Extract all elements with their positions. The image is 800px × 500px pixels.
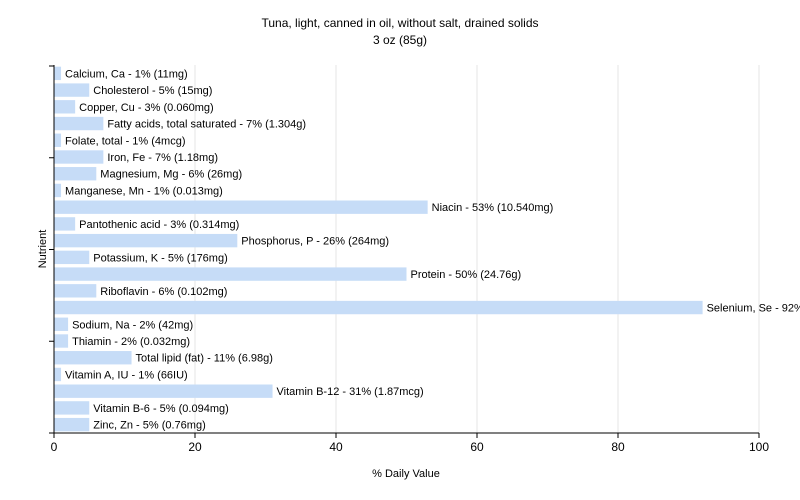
bar-15 [54,317,69,331]
bar-label-3: Fatty acids, total saturated - 7% (1.304… [107,119,306,131]
bar-label-10: Phosphorus, P - 26% (264mg) [241,236,389,248]
bar-7 [54,183,62,198]
axes-group: 0 20 40 60 80 100 [49,65,769,454]
bar-20 [54,401,90,415]
bar-label-2: Copper, Cu - 3% (0.060mg) [79,102,214,114]
bar-3 [54,116,104,131]
bar-16 [54,334,69,348]
x-tick-label-0: 0 [51,440,58,454]
x-tick-label-5: 100 [749,440,769,454]
bar-6 [54,167,97,181]
bar-label-7: Manganese, Mn - 1% (0.013mg) [65,185,223,197]
bar-label-9: Pantothenic acid - 3% (0.314mg) [79,219,239,231]
bar-10 [54,233,238,248]
bar-label-0: Calcium, Ca - 1% (11mg) [65,68,188,80]
bar-label-5: Iron, Fe - 7% (1.18mg) [107,152,218,164]
bar-9 [54,217,76,231]
bar-13 [54,284,97,298]
bar-label-6: Magnesium, Mg - 6% (26mg) [100,169,242,181]
bar-11 [54,250,90,265]
bar-17 [54,351,132,365]
bar-label-14: Selenium, Se - 92% (64.6mcg) [707,303,800,315]
x-tick-label-2: 40 [329,440,343,454]
chart-subtitle: 3 oz (85g) [373,33,427,47]
bar-label-17: Total lipid (fat) - 11% (6.98g) [136,353,273,365]
bar-label-21: Zinc, Zn - 5% (0.76mg) [93,420,205,432]
bars-group: Calcium, Ca - 1% (11mg) Cholesterol - 5% … [54,66,800,432]
bar-label-18: Vitamin A, IU - 1% (66IU) [65,369,188,381]
y-axis-title: Nutrient [37,230,49,269]
bar-label-4: Folate, total - 1% (4mcg) [65,135,185,147]
bar-label-15: Sodium, Na - 2% (42mg) [72,319,193,331]
bar-1 [54,83,90,97]
bar-2 [54,100,76,114]
bar-18 [54,367,62,382]
x-tick-label-4: 80 [611,440,625,454]
bar-label-20: Vitamin B-6 - 5% (0.094mg) [93,403,229,415]
bar-5 [54,150,104,164]
bar-21 [54,417,90,432]
chart-title: Tuna, light, canned in oil, without salt… [261,16,538,30]
bar-label-11: Potassium, K - 5% (176mg) [93,252,228,264]
bar-19 [54,384,273,398]
bar-0 [54,66,62,81]
bar-label-1: Cholesterol - 5% (15mg) [93,85,212,97]
bar-8 [54,200,428,214]
x-axis-title: % Daily Value [372,468,440,480]
x-tick-label-3: 60 [470,440,484,454]
bar-4 [54,133,62,147]
bar-label-13: Riboflavin - 6% (0.102mg) [100,286,227,298]
bar-label-8: Niacin - 53% (10.540mg) [432,202,554,214]
x-tick-label-1: 20 [188,440,202,454]
gridlines [194,65,760,433]
bar-12 [54,267,407,281]
bar-14 [54,300,703,315]
bar-label-19: Vitamin B-12 - 31% (1.87mcg) [277,386,424,398]
bar-label-16: Thiamin - 2% (0.032mg) [72,336,190,348]
bar-label-12: Protein - 50% (24.76g) [411,269,522,281]
